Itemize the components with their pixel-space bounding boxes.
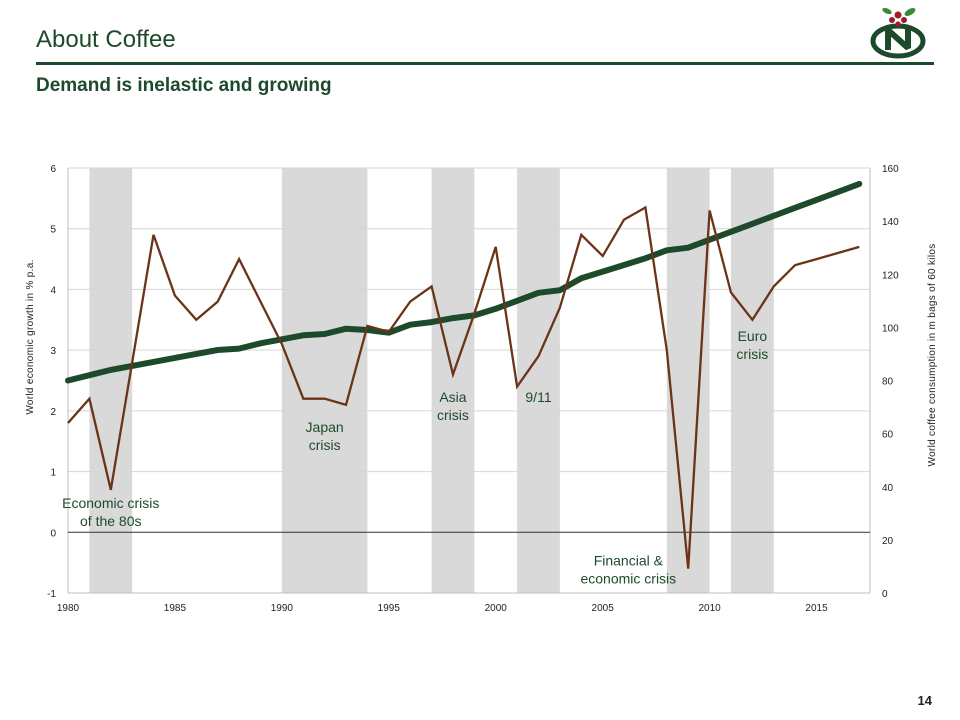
- y-left-tick-label: 2: [50, 407, 56, 418]
- growth-series-line: [67, 205, 860, 569]
- y-left-tick-label: 5: [50, 225, 56, 236]
- x-tick-label: 2005: [592, 603, 615, 614]
- annotation-line: economic crisis: [580, 571, 676, 587]
- annotation-line: crisis: [437, 407, 469, 423]
- crisis-band-4: [666, 168, 710, 593]
- y-axis-left-title: World economic growth in % p.a.: [25, 259, 36, 414]
- y-right-tick-label: 60: [882, 430, 894, 441]
- y-right-tick-label: 160: [882, 164, 899, 175]
- consumption-series-line: [65, 180, 863, 384]
- y-left-tick-label: 3: [50, 346, 56, 357]
- annotation-line: Euro: [738, 328, 768, 344]
- crisis-annotation-3: 9/11: [525, 389, 551, 405]
- y-left-tick-label: 4: [50, 285, 56, 296]
- x-tick-label: 2000: [485, 603, 508, 614]
- slide-title: About Coffee: [36, 26, 176, 53]
- y-left-tick-label: 0: [50, 528, 56, 539]
- y-left-tick-label: -1: [47, 589, 56, 600]
- crisis-annotation-2: Asia crisis: [437, 389, 469, 423]
- slide-subtitle: Demand is inelastic and growing: [36, 75, 332, 96]
- annotation-line: crisis: [309, 437, 341, 453]
- crisis-band-2: [431, 168, 475, 593]
- y-right-tick-label: 20: [882, 536, 894, 547]
- coffee-cherry-logo-icon: [870, 7, 926, 59]
- x-tick-label: 1990: [271, 603, 294, 614]
- crisis-band-3: [517, 168, 560, 593]
- crisis-annotation-4: Financial & economic crisis: [580, 553, 676, 587]
- annotation-line: of the 80s: [80, 513, 142, 529]
- crisis-band-0: [89, 168, 133, 593]
- y-right-tick-label: 100: [882, 323, 899, 334]
- y-right-tick-label: 40: [882, 483, 894, 494]
- annotation-line: crisis: [736, 346, 768, 362]
- y-right-tick-label: 0: [882, 589, 888, 600]
- annotation-line: Financial &: [594, 553, 664, 569]
- y-left-tick-label: 6: [50, 164, 56, 175]
- crisis-band-1: [281, 168, 368, 593]
- x-tick-label: 1980: [57, 603, 80, 614]
- x-tick-label: 1985: [164, 603, 187, 614]
- annotation-line: 9/11: [525, 389, 551, 405]
- page-number: 14: [917, 693, 932, 708]
- y-right-tick-label: 80: [882, 377, 894, 388]
- crisis-annotation-1: Japan crisis: [306, 419, 344, 453]
- annotation-line: Japan: [306, 419, 344, 435]
- y-right-tick-label: 120: [882, 270, 899, 281]
- title-divider: [36, 62, 934, 65]
- y-axis-right-title: World coffee consumption in m bags of 60…: [927, 244, 938, 467]
- crisis-annotation-5: Euro crisis: [736, 328, 768, 362]
- x-tick-label: 1995: [378, 603, 401, 614]
- crisis-annotation-0: Economic crisis of the 80s: [62, 495, 159, 529]
- annotation-line: Asia: [439, 389, 466, 405]
- y-right-tick-label: 140: [882, 217, 899, 228]
- crisis-band-5: [730, 168, 774, 593]
- x-tick-label: 2015: [805, 603, 828, 614]
- annotation-line: Economic crisis: [62, 495, 159, 511]
- y-left-tick-label: 1: [50, 468, 56, 479]
- x-tick-label: 2010: [698, 603, 721, 614]
